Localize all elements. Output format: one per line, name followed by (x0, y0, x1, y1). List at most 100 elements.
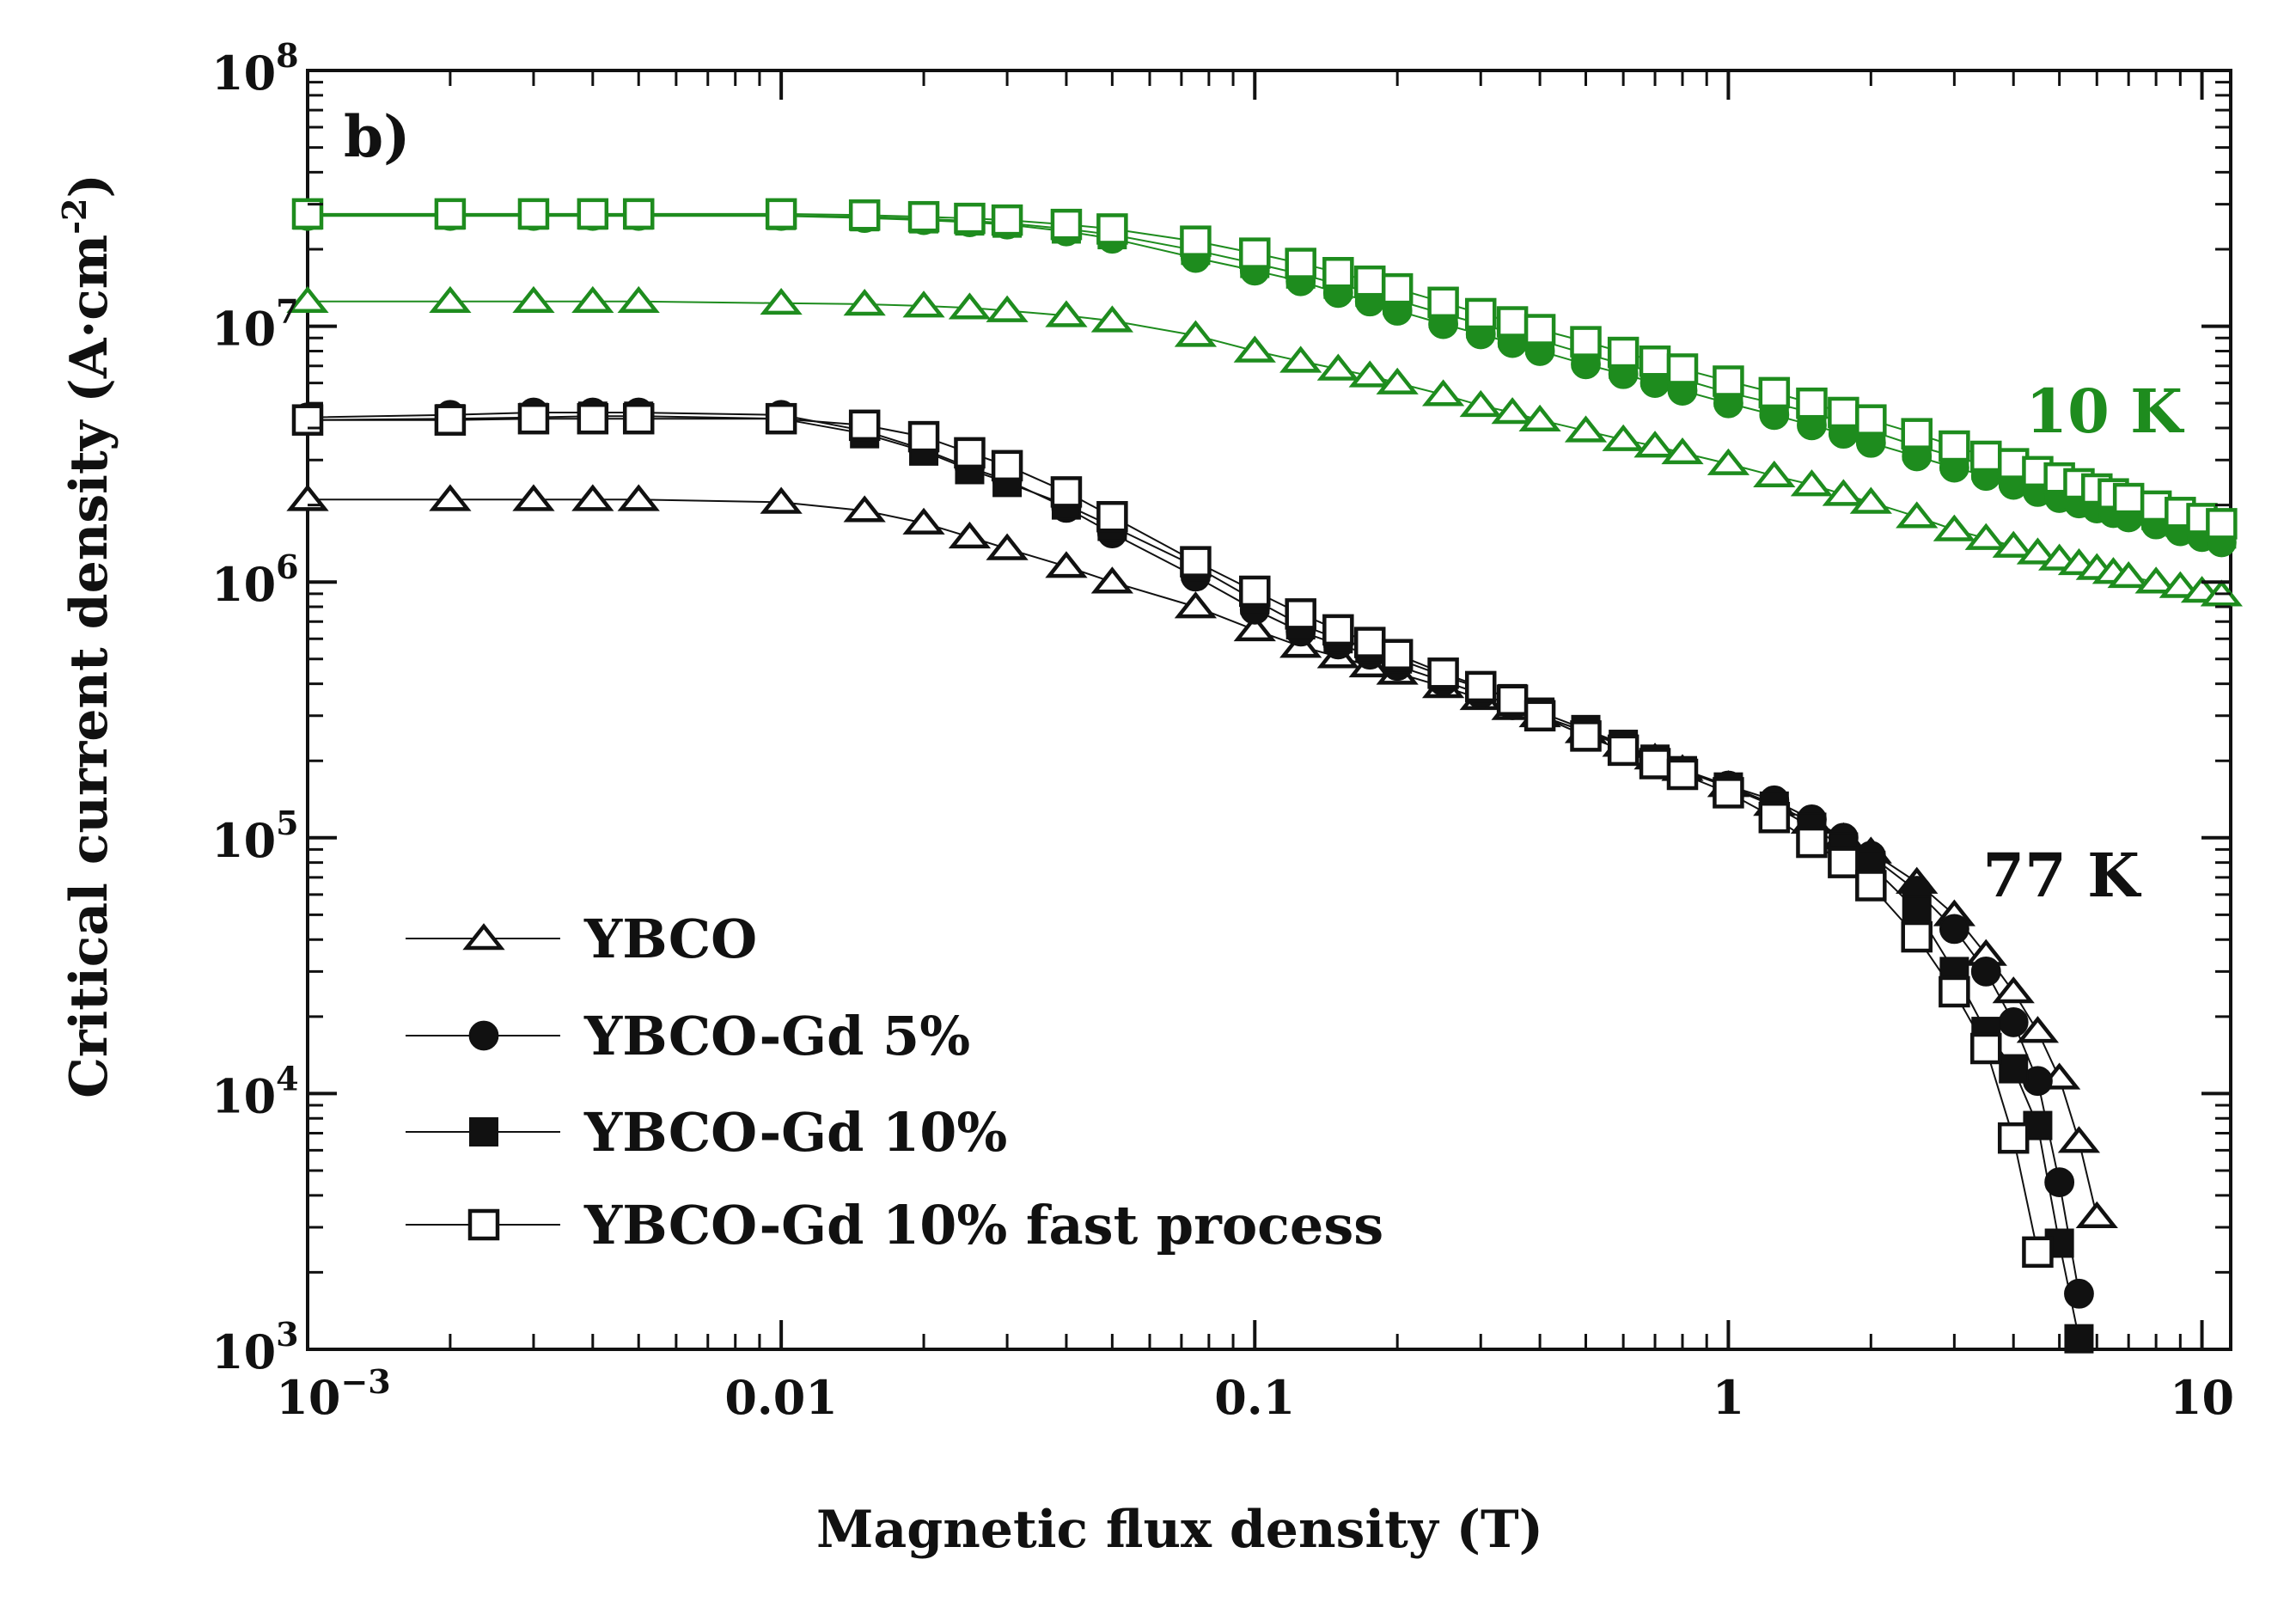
data-point-ybco-10k (952, 296, 986, 317)
data-point-ybco-gd-5-77k (2045, 1168, 2073, 1196)
data-point-ybco-10k (1794, 473, 1829, 494)
data-point-ybco-gd-10-fast-process-77k (1903, 923, 1931, 951)
data-point-ybco-gd-10-fast-process-10k (1098, 215, 1126, 242)
data-point-ybco-gd-10-fast-process-10k (625, 200, 652, 228)
y-tick-label: 104 (211, 1059, 299, 1123)
data-point-ybco-10k (1463, 394, 1498, 415)
data-point-ybco-10k (1757, 463, 1792, 485)
data-point-ybco-gd-10-fast-process-10k (1798, 389, 1825, 417)
y-tick-label: 106 (211, 547, 299, 612)
legend-marker (467, 926, 501, 948)
data-point-ybco-gd-10-fast-process-77k (910, 423, 937, 450)
chart: 10−3 0.01 0.1 1 10103104105106107108 b) 10 K… (0, 0, 2296, 1602)
data-point-ybco-gd-10-fast-process-10k (1053, 211, 1080, 238)
data-point-ybco-gd-10-fast-process-77k (625, 405, 652, 432)
data-point-ybco-77k (1049, 554, 1084, 576)
panel-label: b) (344, 103, 410, 170)
data-point-ybco-gd-10-fast-process-10k (1467, 300, 1494, 327)
data-point-ybco-10k (1426, 382, 1461, 404)
data-point-ybco-gd-10-fast-process-10k (520, 200, 547, 228)
data-point-ybco-gd-10-fast-process-77k (1857, 871, 1884, 899)
y-axis-label-close: ) (59, 174, 119, 198)
data-point-ybco-77k (990, 536, 1024, 558)
data-point-ybco-10k (847, 292, 882, 314)
data-point-ybco-gd-10-fast-process-10k (1324, 259, 1352, 286)
y-tick-label-base: 10 (211, 1324, 276, 1379)
data-point-ybco-77k (907, 511, 941, 532)
data-point-ybco-10k (1495, 400, 1530, 422)
series-markers-layer (290, 200, 2238, 1353)
data-point-ybco-77k (1996, 980, 2030, 1001)
data-point-ybco-77k (1095, 570, 1129, 591)
y-tick-label-exp: 6 (276, 547, 298, 586)
data-point-ybco-gd-5-77k (2000, 1008, 2028, 1036)
data-point-ybco-gd-10-fast-process-10k (1669, 355, 1696, 382)
data-point-ybco-gd-10-fast-process-77k (1499, 687, 1526, 714)
data-point-ybco-10k (1937, 517, 1971, 539)
data-point-ybco-gd-10-fast-process-77k (1182, 548, 1209, 576)
x-tick-label: 0.01 (724, 1370, 838, 1425)
legend-entry: YBCO-Gd 10% fast process (406, 1194, 1383, 1257)
data-point-ybco-10k (1284, 349, 1318, 370)
data-point-ybco-gd-10-fast-process-77k (1761, 804, 1788, 831)
data-point-ybco-10k (1969, 526, 2003, 547)
x-tick-label: 1 (1713, 1370, 1745, 1425)
data-point-ybco-gd-10-fast-process-10k (1903, 420, 1931, 448)
x-axis-label: Magnetic flux density (T) (816, 1500, 1543, 1560)
x-tick-label: 0.1 (1214, 1370, 1295, 1425)
data-point-ybco-gd-10-fast-process-77k (1940, 978, 1968, 1006)
data-point-ybco-gd-10-fast-process-77k (1356, 629, 1383, 657)
y-axis-label-sup: -2 (55, 198, 94, 234)
legend-entry: YBCO-Gd 5% (406, 1005, 970, 1067)
y-tick-label: 107 (211, 292, 299, 357)
x-tick-label-base: 10 (276, 1370, 340, 1425)
data-point-ybco-gd-10-fast-process-77k (1972, 1035, 2000, 1062)
y-tick-label-base: 10 (211, 1068, 276, 1123)
series-lines-layer (308, 214, 2221, 1339)
data-point-ybco-77k (576, 487, 610, 509)
y-tick-label-exp: 3 (276, 1315, 298, 1354)
y-tick-label-exp: 8 (276, 36, 298, 75)
y-axis-label-main: Critical current density (A·cm (59, 235, 119, 1098)
y-tick-label-base: 10 (211, 813, 276, 868)
data-point-ybco-77k (2061, 1129, 2096, 1151)
data-point-ybco-gd-10-fast-process-10k (579, 200, 607, 228)
data-point-ybco-gd-10-fast-process-10k (851, 201, 878, 229)
data-point-ybco-gd-10-fast-process-77k (1467, 673, 1494, 700)
data-point-ybco-10k (907, 294, 941, 315)
y-tick-label-exp: 7 (276, 292, 298, 331)
data-point-ybco-10k (516, 289, 551, 310)
data-point-ybco-gd-10-fast-process-77k (1098, 503, 1126, 530)
data-point-ybco-gd-10-fast-process-10k (1761, 379, 1788, 407)
data-point-ybco-gd-10-fast-process-77k (1714, 779, 1742, 806)
x-tick-label-exp: −3 (340, 1362, 390, 1401)
data-point-ybco-gd-10-fast-process-10k (1857, 407, 1884, 434)
data-point-ybco-gd-10-77k (2065, 1325, 2092, 1353)
y-tick-label-base: 10 (211, 557, 276, 612)
data-point-ybco-gd-10-fast-process-77k (851, 412, 878, 439)
data-point-ybco-gd-5-77k (1940, 915, 1969, 944)
data-point-ybco-gd-10-fast-process-77k (1383, 641, 1411, 669)
data-point-ybco-10k (621, 289, 656, 310)
data-point-ybco-10k (1606, 427, 1640, 449)
data-point-ybco-gd-10-fast-process-77k (1669, 761, 1696, 788)
data-point-ybco-10k (764, 291, 798, 313)
data-point-ybco-gd-10-fast-process-77k (2024, 1238, 2051, 1266)
data-point-ybco-gd-10-fast-process-77k (1609, 737, 1637, 764)
data-point-ybco-gd-10-77k (1903, 896, 1931, 924)
data-point-ybco-gd-10-fast-process-77k (1430, 659, 1457, 687)
data-point-ybco-gd-10-fast-process-10k (2115, 485, 2142, 512)
data-point-ybco-gd-10-fast-process-10k (1356, 267, 1383, 295)
data-point-ybco-gd-10-fast-process-77k (1324, 616, 1352, 644)
data-point-ybco-gd-10-77k (2000, 1055, 2027, 1083)
data-point-ybco-gd-5-77k (1972, 957, 2000, 986)
data-point-ybco-gd-10-fast-process-10k (2207, 510, 2235, 537)
data-point-ybco-gd-10-fast-process-77k (767, 405, 795, 432)
data-point-ybco-gd-10-fast-process-77k (2000, 1124, 2027, 1152)
data-point-ybco-10k (1321, 357, 1355, 378)
legend-label: YBCO-Gd 10% fast process (583, 1194, 1383, 1257)
data-point-ybco-gd-10-fast-process-10k (1641, 347, 1669, 375)
data-point-ybco-10k (1900, 504, 1934, 526)
y-tick-label-exp: 4 (276, 1059, 298, 1098)
data-point-ybco-gd-5-77k (2065, 1280, 2093, 1308)
